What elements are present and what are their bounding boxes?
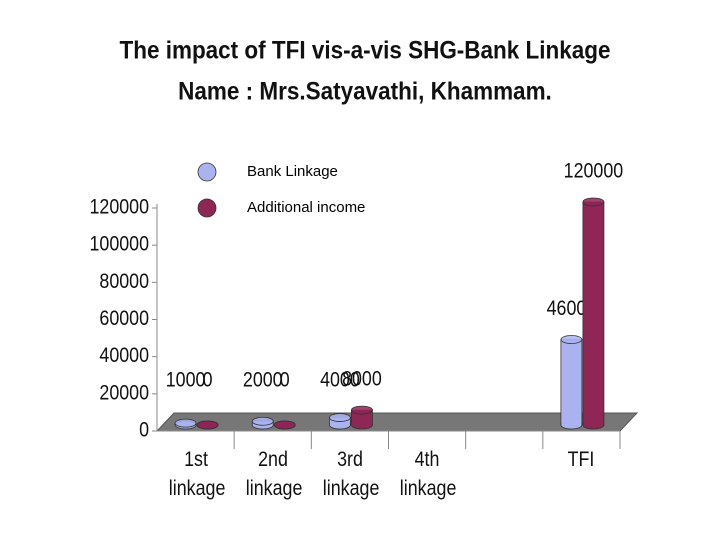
y-tick-label: 0 <box>139 418 149 442</box>
y-tick-label: 120000 <box>89 195 149 219</box>
value-label: 2000 <box>243 368 283 392</box>
bar-top <box>329 413 351 422</box>
legend-label: Bank Linkage <box>247 163 338 180</box>
value-label: 1000 <box>166 368 206 392</box>
bar-top <box>251 416 274 426</box>
value-label: 4000 <box>320 368 360 392</box>
bar-top <box>174 418 197 428</box>
x-tick-label: 4th linkage <box>399 448 457 500</box>
chart-subtitle: Name : Mrs.Satyavathi, Khammam. <box>178 78 552 106</box>
y-tick-label: 100000 <box>89 232 149 256</box>
chart-title: The impact of TFI vis-a-vis SHG-Bank Lin… <box>119 37 610 65</box>
value-label: 0 <box>203 368 213 392</box>
bar-body-fill <box>561 339 582 425</box>
value-label: 8000 <box>342 367 382 391</box>
value-label: 120000 <box>564 159 624 183</box>
bar-body-fill <box>583 202 604 425</box>
legend-swatch <box>197 198 217 218</box>
y-tick-label: 60000 <box>99 307 149 331</box>
x-tick-label: 2nd linkage <box>245 448 303 500</box>
y-tick-label: 40000 <box>99 344 149 368</box>
x-tick-label: TFI <box>568 448 595 471</box>
bar-top <box>196 420 219 430</box>
legend-swatch <box>197 162 217 182</box>
x-tick-label: 3rd linkage <box>322 448 380 500</box>
value-label: 0 <box>280 368 290 392</box>
y-tick-label: 20000 <box>99 381 149 405</box>
legend-label: Additional income <box>247 199 365 216</box>
bar-top <box>273 420 296 430</box>
x-tick-label: 1st linkage <box>168 448 225 500</box>
y-tick-label: 80000 <box>99 270 149 294</box>
bar-top <box>351 405 373 415</box>
bar-top <box>560 335 583 344</box>
bar-top <box>582 197 605 207</box>
